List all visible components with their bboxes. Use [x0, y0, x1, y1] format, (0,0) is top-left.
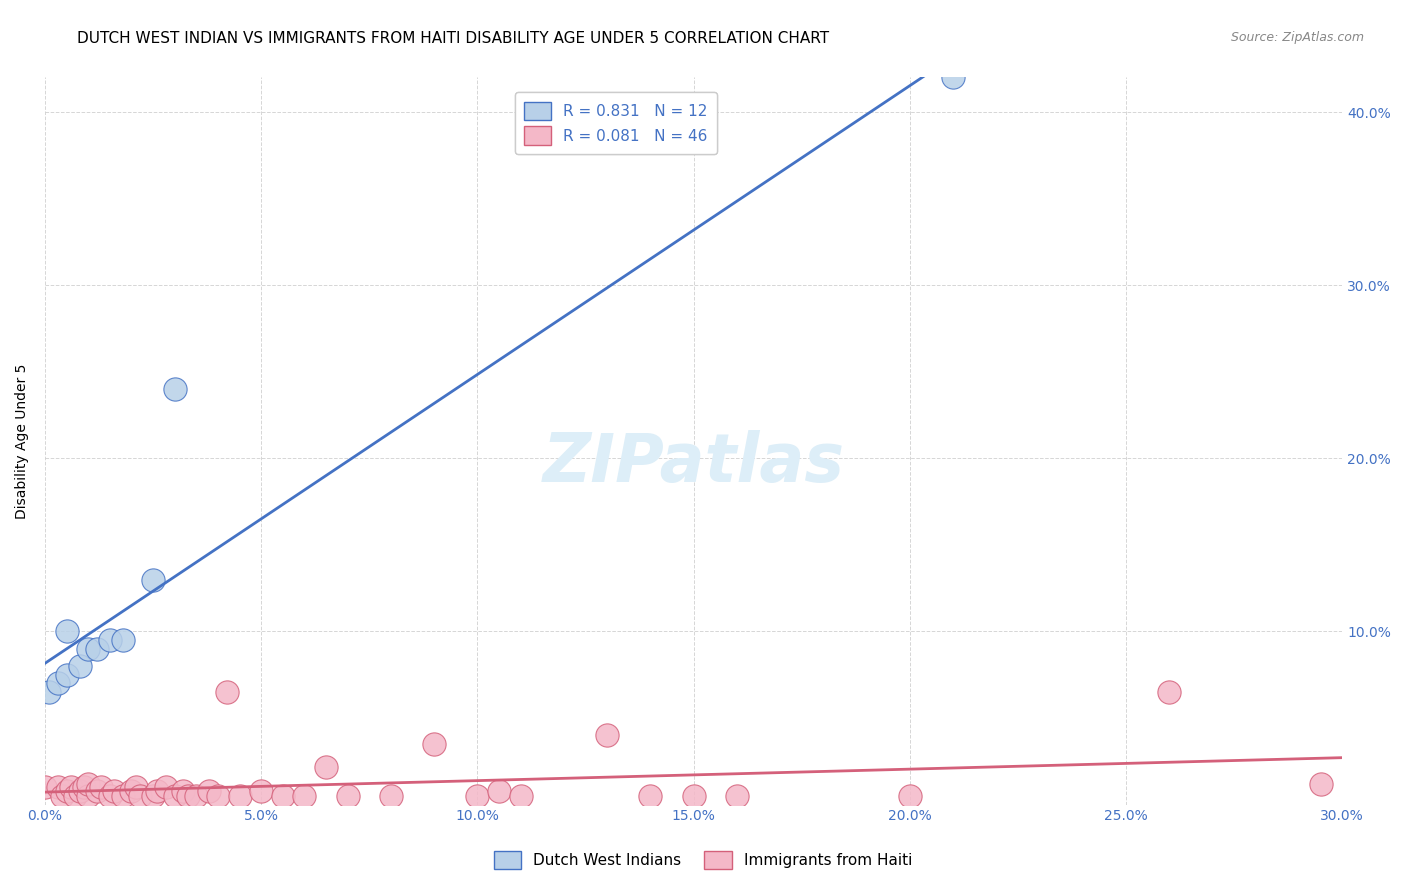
Point: [186, 789, 208, 803]
Point: [55, 624, 77, 639]
Point: [596, 728, 619, 742]
Point: [111, 633, 134, 648]
Point: [46, 676, 69, 690]
Point: [142, 789, 165, 803]
Point: [942, 70, 965, 85]
Point: [250, 784, 273, 798]
Point: [1159, 685, 1181, 699]
Point: [98, 633, 121, 648]
Point: [46, 780, 69, 795]
Point: [86, 784, 108, 798]
Point: [69, 659, 91, 673]
Point: [120, 784, 142, 798]
Point: [38, 685, 60, 699]
Point: [55, 667, 77, 681]
Point: [1309, 777, 1331, 791]
Point: [215, 685, 238, 699]
Text: ZIPatlas: ZIPatlas: [543, 430, 845, 496]
Point: [163, 789, 186, 803]
Point: [98, 789, 121, 803]
Point: [86, 641, 108, 656]
Point: [176, 789, 198, 803]
Point: [640, 789, 662, 803]
Point: [336, 789, 359, 803]
Point: [90, 780, 112, 795]
Legend: Dutch West Indians, Immigrants from Haiti: Dutch West Indians, Immigrants from Hait…: [488, 845, 918, 875]
Point: [59, 780, 82, 795]
Point: [380, 789, 402, 803]
Point: [509, 789, 531, 803]
Point: [129, 789, 152, 803]
Point: [155, 780, 177, 795]
Point: [73, 780, 96, 795]
Point: [228, 789, 250, 803]
Text: Source: ZipAtlas.com: Source: ZipAtlas.com: [1230, 31, 1364, 45]
Point: [315, 759, 337, 773]
Point: [142, 573, 165, 587]
Point: [207, 789, 229, 803]
Legend: R = 0.831   N = 12, R = 0.081   N = 46: R = 0.831 N = 12, R = 0.081 N = 46: [515, 93, 717, 154]
Point: [172, 784, 194, 798]
Point: [125, 780, 148, 795]
Point: [488, 784, 510, 798]
Point: [69, 784, 91, 798]
Point: [898, 789, 921, 803]
Point: [198, 784, 221, 798]
Point: [682, 789, 704, 803]
Point: [77, 789, 100, 803]
Point: [34, 780, 56, 795]
Point: [146, 784, 169, 798]
Point: [294, 789, 316, 803]
Point: [65, 789, 87, 803]
Point: [103, 784, 125, 798]
Point: [51, 789, 73, 803]
Y-axis label: Disability Age Under 5: Disability Age Under 5: [15, 363, 30, 519]
Point: [163, 382, 186, 396]
Text: DUTCH WEST INDIAN VS IMMIGRANTS FROM HAITI DISABILITY AGE UNDER 5 CORRELATION CH: DUTCH WEST INDIAN VS IMMIGRANTS FROM HAI…: [77, 31, 830, 46]
Point: [77, 641, 100, 656]
Point: [271, 789, 294, 803]
Point: [725, 789, 748, 803]
Point: [77, 777, 100, 791]
Point: [111, 789, 134, 803]
Point: [423, 737, 446, 751]
Point: [467, 789, 489, 803]
Point: [55, 784, 77, 798]
